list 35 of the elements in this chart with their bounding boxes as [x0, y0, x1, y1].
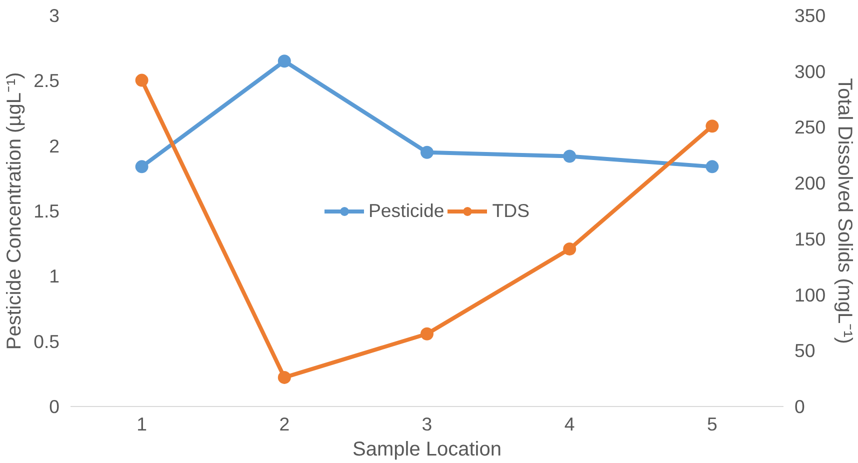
x-tick-label: 1: [136, 414, 148, 434]
x-tick-label: 5: [707, 414, 718, 434]
legend-label: TDS: [492, 200, 530, 222]
y2-tick-label: 250: [794, 116, 826, 138]
y2-axis-title: Total Dissolved Solids (mgL⁻¹): [834, 78, 856, 344]
y-tick-label: 0.5: [34, 330, 60, 352]
y-tick-label: 0: [49, 396, 60, 417]
y2-tick-label: 300: [794, 60, 826, 82]
point: [278, 54, 291, 68]
point: [563, 242, 576, 256]
point: [278, 370, 291, 384]
y-tick-label: 1: [49, 266, 60, 287]
y2-tick-label: 50: [794, 340, 816, 362]
y2-tick-label: 150: [794, 228, 826, 250]
y2-tick-label: 350: [794, 5, 826, 26]
y-tick-label: 2.5: [34, 70, 60, 92]
point: [135, 160, 148, 174]
x-tick-label: 2: [279, 414, 290, 434]
y-tick-label: 2: [49, 135, 60, 156]
y2-tick-label: 100: [794, 284, 826, 306]
y-tick-label: 3: [49, 5, 60, 26]
y-tick-label: 1.5: [34, 200, 60, 222]
y-axis-title: Pesticide Concentration (µgL⁻¹): [4, 72, 26, 350]
point: [563, 150, 576, 163]
x-axis-title: Sample Location: [352, 438, 502, 460]
point: [420, 327, 434, 340]
point: [135, 74, 148, 87]
point: [706, 120, 719, 133]
x-tick-label: 3: [422, 414, 432, 434]
y2-tick-label: 0: [794, 396, 805, 417]
legend-label: Pesticide: [368, 200, 444, 222]
x-tick-label: 4: [564, 414, 575, 434]
point: [706, 160, 719, 174]
point: [420, 146, 434, 159]
y2-tick-label: 200: [794, 172, 826, 194]
